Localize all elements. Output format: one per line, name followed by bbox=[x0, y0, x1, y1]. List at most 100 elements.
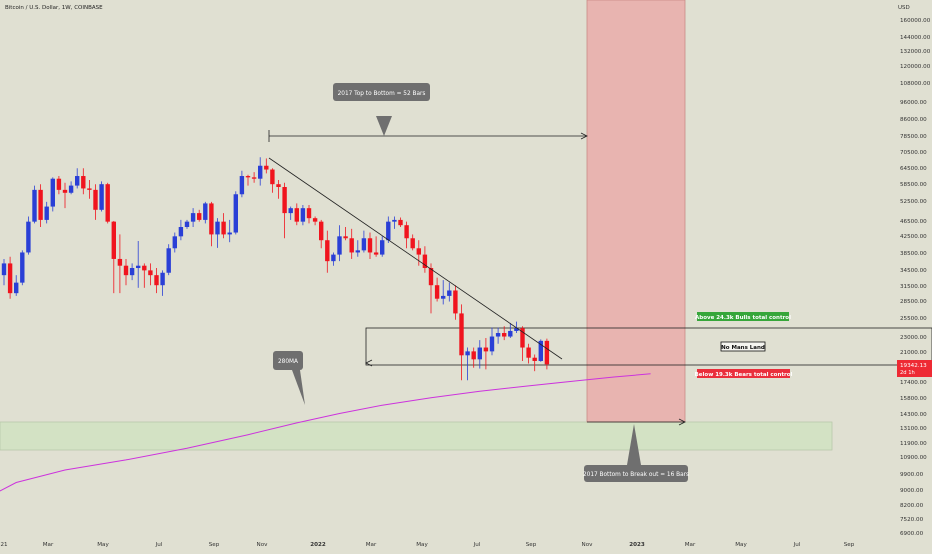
x-tick-label: Sep bbox=[526, 542, 537, 548]
x-tick-label: Nov bbox=[257, 542, 269, 548]
candle bbox=[325, 230, 330, 273]
candle-body bbox=[20, 252, 25, 283]
candle-body bbox=[337, 236, 342, 255]
y-tick-label: 7520.00 bbox=[900, 517, 924, 523]
candle bbox=[441, 280, 446, 305]
candle-body bbox=[508, 330, 513, 337]
candle-body bbox=[380, 240, 385, 255]
candle-body bbox=[447, 290, 452, 296]
current-price-value: 19342.13 bbox=[900, 363, 927, 369]
candle bbox=[258, 157, 263, 186]
candle bbox=[160, 270, 165, 296]
candle-body bbox=[428, 268, 434, 286]
candle bbox=[416, 240, 421, 266]
candle bbox=[62, 182, 68, 209]
candle-body bbox=[294, 208, 299, 222]
y-tick-label: 31500.00 bbox=[900, 284, 927, 290]
candle-body bbox=[215, 221, 220, 235]
candle bbox=[111, 220, 116, 294]
candle-body bbox=[251, 177, 257, 179]
y-tick-label: 42500.00 bbox=[900, 234, 927, 240]
y-tick-label: 28500.00 bbox=[900, 299, 927, 305]
candle bbox=[26, 216, 31, 255]
y-tick-label: 15800.00 bbox=[900, 396, 927, 402]
callout-280ma bbox=[273, 351, 303, 370]
x-tick-label: May bbox=[416, 542, 428, 548]
candle bbox=[343, 227, 348, 241]
y-tick-label: 6900.00 bbox=[900, 531, 924, 537]
candle-body bbox=[300, 208, 306, 222]
candle bbox=[264, 158, 269, 174]
candle-body bbox=[26, 221, 31, 253]
candle bbox=[7, 256, 13, 299]
candle-body bbox=[416, 248, 421, 255]
candle-body bbox=[355, 250, 360, 253]
arrow-head-icon bbox=[678, 418, 686, 426]
currency-label: USD bbox=[898, 5, 910, 11]
candle-body bbox=[209, 203, 214, 235]
y-tick-label: 13100.00 bbox=[900, 426, 927, 432]
candle bbox=[337, 225, 342, 262]
x-tick-label: Nov bbox=[582, 542, 594, 548]
candle-body bbox=[532, 357, 537, 361]
candle-body bbox=[312, 218, 318, 222]
candle bbox=[410, 234, 415, 251]
candle bbox=[221, 213, 226, 239]
candle bbox=[300, 204, 306, 226]
candle-body bbox=[93, 189, 98, 210]
callout-bottom-to-breakout bbox=[584, 465, 688, 482]
candle-body bbox=[282, 187, 287, 214]
candle bbox=[38, 184, 43, 228]
candle bbox=[197, 209, 202, 222]
y-tick-label: 25500.00 bbox=[900, 316, 927, 322]
candle bbox=[532, 354, 537, 372]
candle-body bbox=[75, 176, 80, 186]
candle-body bbox=[502, 333, 507, 337]
no-mans-land-label bbox=[720, 341, 766, 352]
candle-body bbox=[81, 176, 86, 189]
candle-body bbox=[117, 258, 123, 266]
candle bbox=[319, 219, 324, 249]
candle bbox=[184, 219, 190, 229]
candle-body bbox=[62, 189, 68, 193]
x-tick-label: 2022 bbox=[310, 542, 326, 548]
candle-body bbox=[544, 340, 550, 365]
candle bbox=[178, 219, 184, 241]
candle bbox=[428, 263, 434, 314]
candle-body bbox=[56, 178, 62, 190]
candle-body bbox=[227, 232, 232, 235]
candle-body bbox=[245, 176, 251, 178]
candle bbox=[93, 184, 98, 220]
candle bbox=[386, 216, 391, 243]
candle-body bbox=[306, 208, 312, 219]
current-price-tag bbox=[897, 360, 932, 377]
candle-body bbox=[184, 221, 190, 228]
candle bbox=[1, 258, 7, 286]
candle bbox=[203, 201, 208, 224]
red-time-zone bbox=[586, 0, 686, 423]
candle bbox=[508, 322, 513, 338]
candle-body bbox=[160, 272, 165, 286]
candle-body bbox=[197, 213, 202, 220]
candle-body bbox=[343, 236, 348, 239]
candle bbox=[502, 326, 507, 341]
no-mans-land-box bbox=[365, 327, 932, 366]
candle-body bbox=[489, 336, 495, 352]
candle bbox=[50, 177, 55, 212]
candle-body bbox=[410, 238, 415, 249]
candle-body bbox=[373, 252, 379, 255]
candle-body bbox=[386, 221, 391, 241]
bull-zone-label bbox=[697, 312, 789, 321]
candle-body bbox=[526, 347, 531, 358]
candle bbox=[227, 219, 232, 243]
y-tick-label: 14300.00 bbox=[900, 412, 927, 418]
y-tick-label: 11900.00 bbox=[900, 441, 927, 447]
candle-body bbox=[331, 254, 336, 262]
candle bbox=[245, 174, 251, 186]
candle bbox=[209, 201, 214, 247]
candle bbox=[459, 304, 464, 381]
candle bbox=[465, 347, 470, 381]
bear-zone-label-text: Below 19.3k Bears total control bbox=[695, 372, 793, 378]
